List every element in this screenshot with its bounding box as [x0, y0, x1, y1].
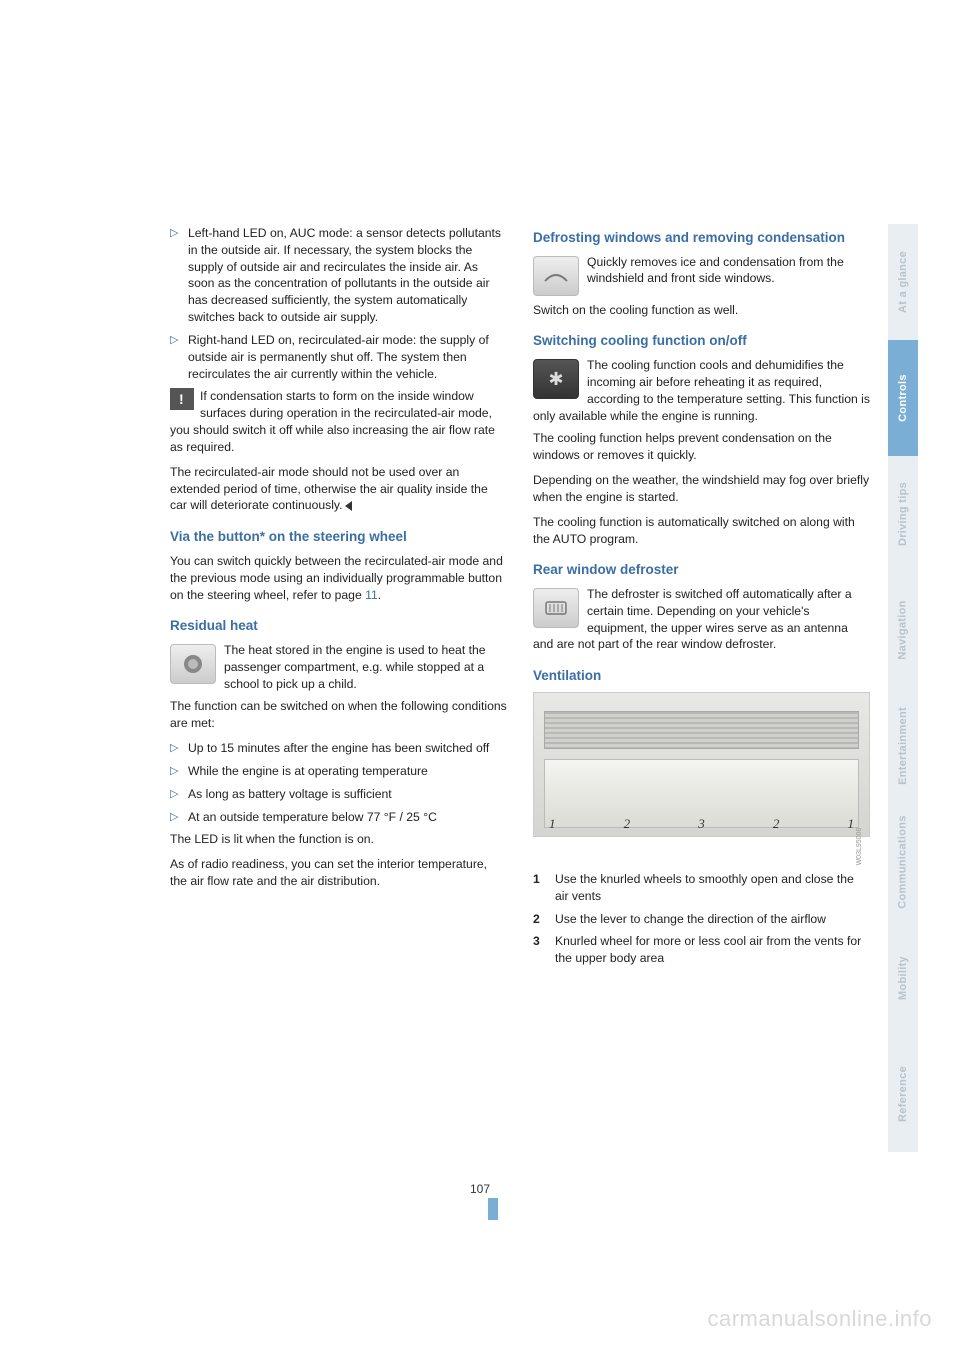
bullet-item: ▷ Up to 15 minutes after the engine has … [170, 740, 507, 757]
tab-at-a-glance[interactable]: At a glance [888, 224, 918, 340]
bullet-text: While the engine is at operating tempera… [188, 763, 507, 780]
page-content: ▷ Left-hand LED on, AUC mode: a sensor d… [170, 225, 870, 973]
list-item: 2 Use the lever to change the direction … [533, 911, 870, 928]
list-number: 2 [533, 911, 555, 928]
bullet-item: ▷ At an outside temperature below 77 °F … [170, 809, 507, 826]
residual-intro-text: The heat stored in the engine is used to… [224, 643, 486, 691]
ventilation-list: 1 Use the knurled wheels to smoothly ope… [533, 871, 870, 967]
bullet-marker-icon: ▷ [170, 225, 188, 326]
rear-block: The defroster is switched off automatica… [533, 586, 870, 653]
residual-intro-block: The heat stored in the engine is used to… [170, 642, 507, 692]
defrost-block: Quickly removes ice and condensation fro… [533, 254, 870, 288]
tab-label: Controls [897, 374, 909, 422]
rear-text: The defroster is switched off automatica… [533, 587, 852, 651]
vent-label: 3 [698, 815, 705, 833]
paragraph: Switch on the cooling function as well. [533, 302, 870, 319]
paragraph: The recirculated-air mode should not be … [170, 464, 507, 514]
end-marker-icon [345, 501, 352, 511]
left-column: ▷ Left-hand LED on, AUC mode: a sensor d… [170, 225, 507, 973]
heading-cooling: Switching cooling function on/off [533, 332, 870, 351]
bullet-item: ▷ Left-hand LED on, AUC mode: a sensor d… [170, 225, 507, 326]
paragraph: The cooling function is automatically sw… [533, 514, 870, 548]
tab-label: Driving tips [897, 482, 909, 546]
defrost-icon [533, 256, 579, 296]
side-tabs: At a glance Controls Driving tips Naviga… [888, 224, 918, 1152]
vent-label: 2 [773, 815, 780, 833]
paragraph-text: You can switch quickly between the recir… [170, 554, 503, 602]
rear-defroster-icon [533, 588, 579, 628]
tab-communications[interactable]: Communications [888, 804, 918, 920]
paragraph: You can switch quickly between the recir… [170, 553, 507, 603]
bullet-marker-icon: ▷ [170, 332, 188, 382]
bullet-text: Left-hand LED on, AUC mode: a sensor det… [188, 225, 507, 326]
paragraph-text: The recirculated-air mode should not be … [170, 465, 488, 513]
right-column: Defrosting windows and removing condensa… [533, 225, 870, 973]
list-text: Use the lever to change the direction of… [555, 911, 826, 928]
tab-mobility[interactable]: Mobility [888, 920, 918, 1036]
page-link[interactable]: 11 [365, 588, 378, 602]
bullet-marker-icon: ▷ [170, 740, 188, 757]
bullet-text: As long as battery voltage is sufficient [188, 786, 507, 803]
bullet-item: ▷ Right-hand LED on, recirculated-air mo… [170, 332, 507, 382]
tab-navigation[interactable]: Navigation [888, 572, 918, 688]
paragraph-text: . [378, 588, 381, 602]
ventilation-labels: 1 2 3 2 1 [533, 815, 870, 833]
warning-block: If condensation starts to form on the in… [170, 388, 507, 455]
tab-label: At a glance [897, 251, 909, 313]
bullet-marker-icon: ▷ [170, 809, 188, 826]
tab-label: Navigation [897, 600, 909, 659]
paragraph: The function can be switched on when the… [170, 698, 507, 732]
heading-residual-heat: Residual heat [170, 617, 507, 636]
list-text: Knurled wheel for more or less cool air … [555, 933, 870, 967]
paragraph: Depending on the weather, the windshield… [533, 472, 870, 506]
heading-rear-defroster: Rear window defroster [533, 561, 870, 580]
warning-icon [170, 388, 194, 410]
tab-entertainment[interactable]: Entertainment [888, 688, 918, 804]
tab-driving-tips[interactable]: Driving tips [888, 456, 918, 572]
vent-label: 1 [549, 815, 556, 833]
vent-label: 1 [848, 815, 855, 833]
tab-reference[interactable]: Reference [888, 1036, 918, 1152]
paragraph: As of radio readiness, you can set the i… [170, 856, 507, 890]
paragraph: The cooling function helps prevent conde… [533, 430, 870, 464]
list-number: 1 [533, 871, 555, 905]
defrost-text: Quickly removes ice and condensation fro… [587, 255, 844, 286]
cooling-text: The cooling function cools and dehumidif… [533, 358, 870, 422]
tab-label: Reference [897, 1066, 909, 1122]
cooling-block: ✱ The cooling function cools and dehumid… [533, 357, 870, 424]
bullet-marker-icon: ▷ [170, 763, 188, 780]
tab-controls[interactable]: Controls [888, 340, 918, 456]
bullet-text: At an outside temperature below 77 °F / … [188, 809, 507, 826]
paragraph: The LED is lit when the function is on. [170, 831, 507, 848]
page-number: 107 [470, 1182, 490, 1196]
residual-heat-icon [170, 644, 216, 684]
page-number-bar [488, 1198, 498, 1220]
list-item: 1 Use the knurled wheels to smoothly ope… [533, 871, 870, 905]
tab-label: Entertainment [897, 707, 909, 785]
vent-label: 2 [624, 815, 631, 833]
snowflake-icon: ✱ [533, 359, 579, 399]
warning-text: If condensation starts to form on the in… [170, 389, 495, 453]
watermark: carmanualsonline.info [707, 1306, 932, 1332]
figure-code: W03L95008 [855, 828, 865, 866]
bullet-item: ▷ As long as battery voltage is sufficie… [170, 786, 507, 803]
bullet-marker-icon: ▷ [170, 786, 188, 803]
heading-defrost: Defrosting windows and removing condensa… [533, 229, 870, 248]
tab-label: Communications [897, 815, 909, 908]
tab-label: Mobility [897, 956, 909, 1000]
bullet-item: ▷ While the engine is at operating tempe… [170, 763, 507, 780]
list-text: Use the knurled wheels to smoothly open … [555, 871, 870, 905]
list-item: 3 Knurled wheel for more or less cool ai… [533, 933, 870, 967]
list-number: 3 [533, 933, 555, 967]
heading-via-button: Via the button* on the steering wheel [170, 528, 507, 547]
heading-ventilation: Ventilation [533, 667, 870, 686]
bullet-text: Right-hand LED on, recirculated-air mode… [188, 332, 507, 382]
bullet-text: Up to 15 minutes after the engine has be… [188, 740, 507, 757]
